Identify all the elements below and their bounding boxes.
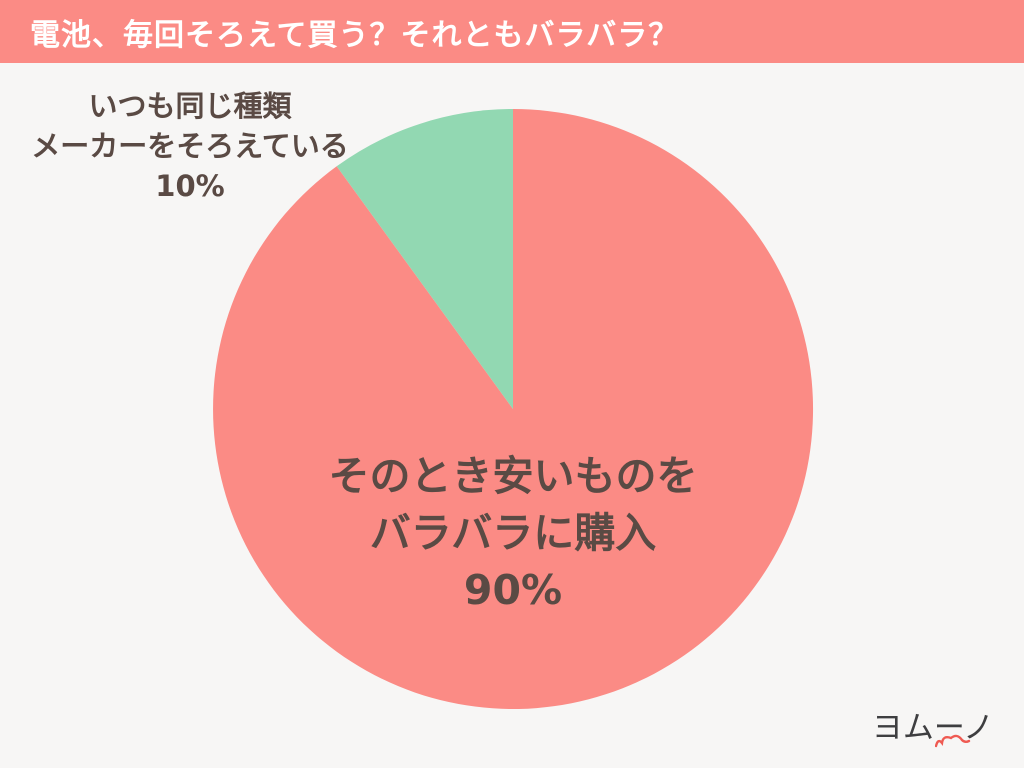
pie-label-percent: 10% [155,169,225,203]
pie-label-line: そのとき安いものを [328,452,698,500]
pie-slice-big [213,109,814,709]
pie-label-line: いつも同じ種類 [88,89,292,123]
pie-label-big-slice: そのとき安いものを バラバラに購入 90% [193,448,833,619]
yomuno-logo: ヨムーノ [871,710,994,748]
header-bar: 電池、毎回そろえて買う？それともバラバラ？ [0,0,1024,63]
pie-label-small-slice: いつも同じ種類 メーカーをそろえている 10% [10,86,370,206]
yomuno-logo-text: ヨムーノ [871,710,994,746]
chart-title: 電池、毎回そろえて買う？それともバラバラ？ [30,17,680,53]
pie-slice-small [336,109,513,409]
yomuno-logo-swirl-icon [935,734,971,748]
pie-label-line: バラバラに購入 [369,509,657,557]
pie-label-line: メーカーをそろえている [31,129,349,163]
pie-label-percent: 90% [463,566,563,614]
